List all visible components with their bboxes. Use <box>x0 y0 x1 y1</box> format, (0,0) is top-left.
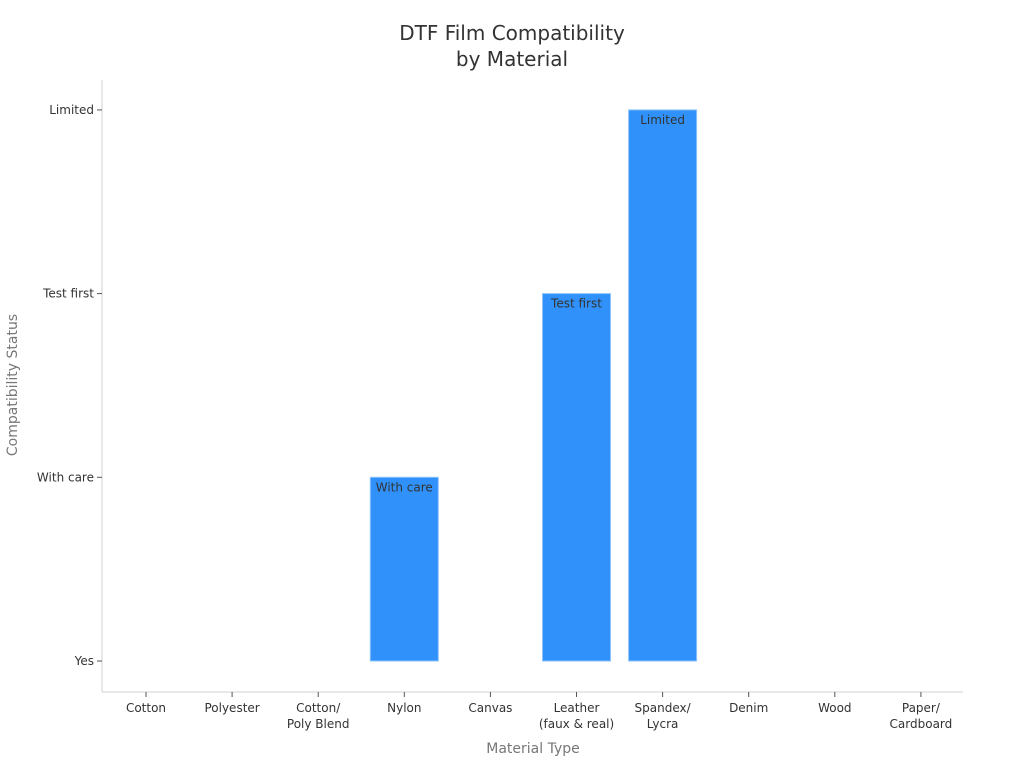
axes <box>101 80 963 693</box>
bar[interactable] <box>369 476 439 662</box>
x-tick-label: Canvas <box>468 701 512 715</box>
x-axis-label: Material Type <box>486 741 580 757</box>
x-tick-label: Polyester <box>204 701 259 715</box>
x-tick-label: Leather <box>554 701 600 715</box>
y-tick-label: Limited <box>49 103 94 117</box>
y-tick-label: Yes <box>74 654 94 668</box>
x-tick-label: (faux & real) <box>539 717 614 731</box>
x-tick-label: Paper/ <box>902 701 941 715</box>
y-tick-label: Test first <box>42 287 94 301</box>
x-tick-label: Spandex/ <box>635 701 692 715</box>
y-tick-label: With care <box>37 470 94 484</box>
x-tick-label: Wood <box>818 701 851 715</box>
bar[interactable] <box>542 293 611 662</box>
y-axis-ticks: Yes With care Test first Limited <box>37 103 102 668</box>
x-axis-ticks: Cotton Polyester Cotton/Poly Blend Nylon Can… <box>126 692 952 731</box>
chart-title-line-1: DTF Film Compatibility <box>399 21 625 45</box>
x-tick-label: Lycra <box>647 717 679 731</box>
chart-title: DTF Film Compatibility by Material <box>0 20 1024 72</box>
bar-value-label: With care <box>376 480 433 494</box>
bar-value-label: Limited <box>640 113 685 127</box>
bar-value-label: Test first <box>550 297 602 311</box>
bars: With care Test first Limited <box>369 109 698 662</box>
x-tick-label: Cotton <box>126 701 166 715</box>
chart-title-line-2: by Material <box>455 47 569 71</box>
bar[interactable] <box>628 109 698 662</box>
x-tick-label: Poly Blend <box>287 717 350 731</box>
x-tick-label: Cotton/ <box>296 701 341 715</box>
x-tick-label: Cardboard <box>890 717 953 731</box>
x-tick-label: Nylon <box>387 701 421 715</box>
x-tick-label: Denim <box>729 701 768 715</box>
